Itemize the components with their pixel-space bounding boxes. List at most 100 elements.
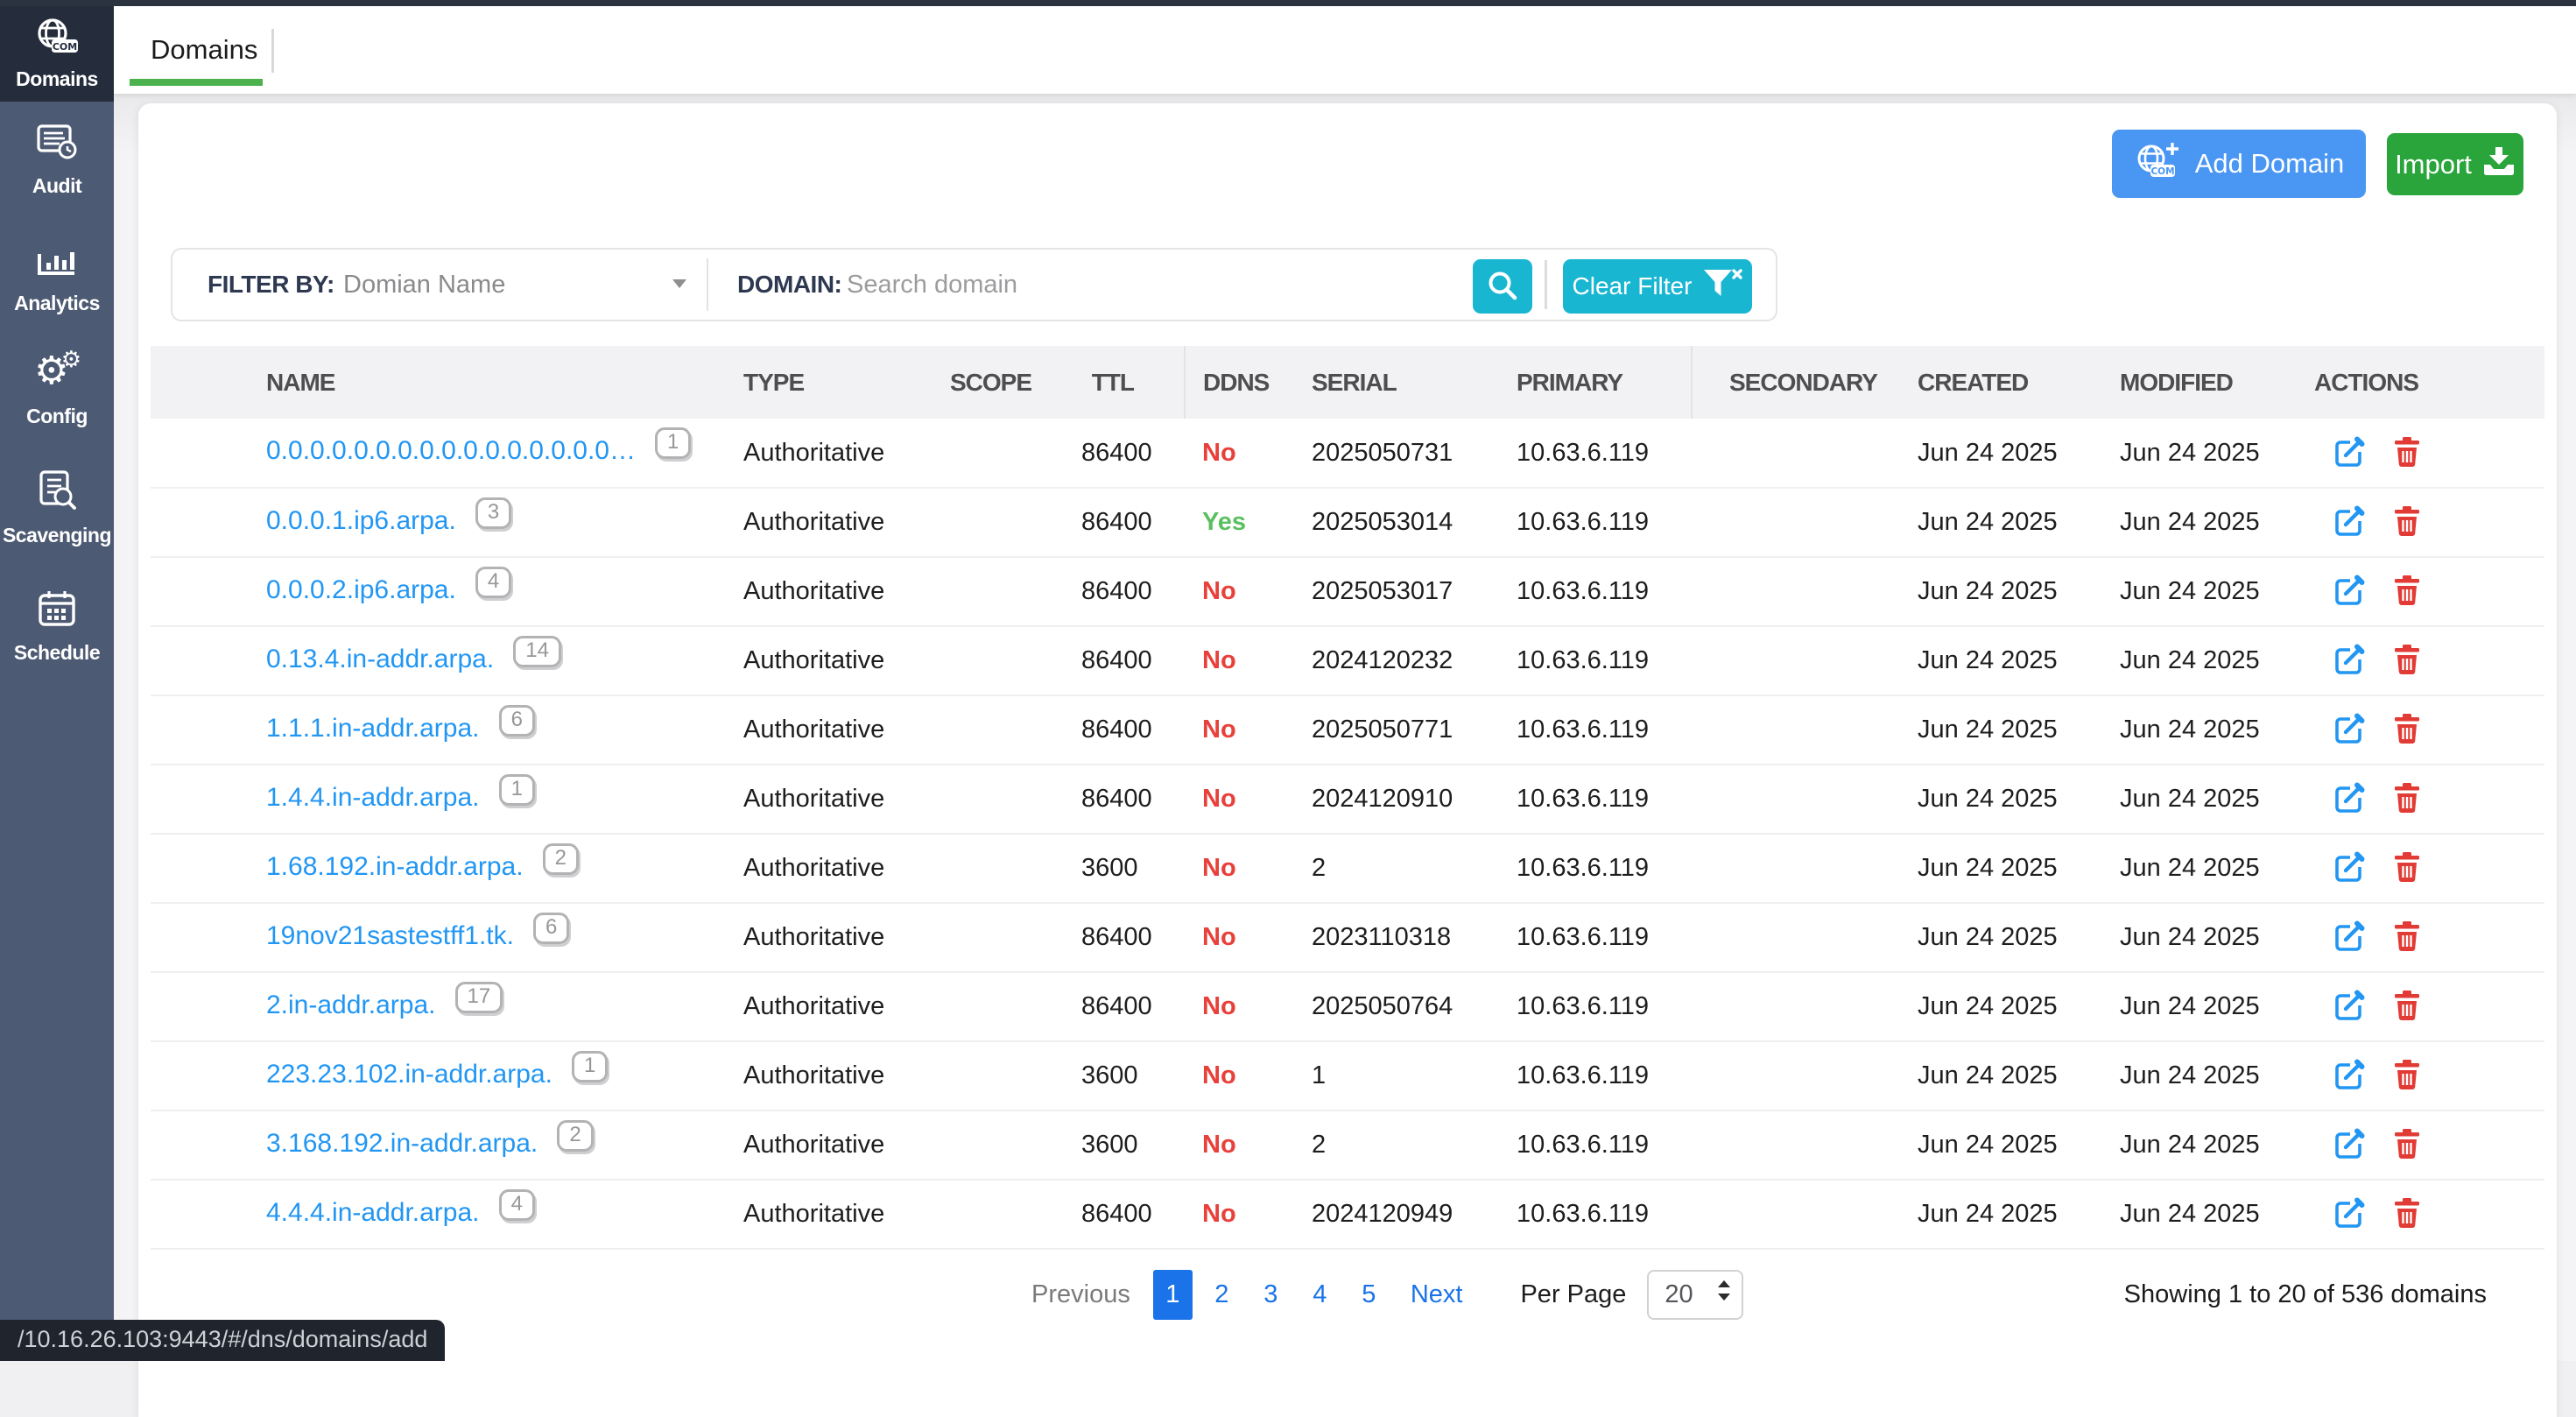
edit-domain-button[interactable] [2333, 575, 2365, 609]
domain-link[interactable]: 0.0.0.0.0.0.0.0.0.0.0.0.0.0.0.0… [266, 436, 636, 465]
trash-icon [2393, 734, 2421, 747]
import-button[interactable]: Import [2387, 133, 2523, 195]
search-input[interactable] [847, 257, 1442, 313]
edit-domain-button[interactable] [2333, 1059, 2365, 1093]
sidebar-item-label: Schedule [14, 641, 100, 665]
edit-icon [2333, 457, 2365, 470]
domain-link[interactable]: 1.1.1.in-addr.arpa. [266, 714, 480, 743]
domain-link[interactable]: 3.168.192.in-addr.arpa. [266, 1129, 538, 1158]
domain-link[interactable]: 4.4.4.in-addr.arpa. [266, 1198, 480, 1227]
delete-domain-button[interactable] [2393, 1128, 2421, 1162]
record-count-badge: 17 [455, 982, 503, 1013]
delete-domain-button[interactable] [2393, 505, 2421, 539]
delete-domain-button[interactable] [2393, 851, 2421, 885]
next-page-link[interactable]: Next [1411, 1280, 1463, 1309]
sidebar-item-domains[interactable]: COM Domains [0, 6, 114, 102]
ttl-cell: 3600 [1081, 1041, 1185, 1110]
page-link-1[interactable]: 1 [1153, 1270, 1193, 1320]
column-header-name: NAME [151, 346, 743, 419]
globe-com-icon: COM [34, 18, 80, 60]
page-link-3[interactable]: 3 [1251, 1270, 1291, 1320]
filter-by-label: FILTER BY: [208, 250, 334, 320]
status-url-tooltip: /10.16.26.103:9443/#/dns/domains/add [0, 1320, 445, 1361]
delete-domain-button[interactable] [2393, 713, 2421, 747]
edit-domain-button[interactable] [2333, 644, 2365, 678]
delete-domain-button[interactable] [2393, 782, 2421, 816]
page-link-4[interactable]: 4 [1300, 1270, 1340, 1320]
modified-cell: Jun 24 2025 [2120, 1180, 2314, 1249]
modified-cell: Jun 24 2025 [2120, 419, 2314, 488]
delete-domain-button[interactable] [2393, 575, 2421, 609]
modified-cell: Jun 24 2025 [2120, 765, 2314, 834]
actions-cell [2314, 1041, 2544, 1110]
domain-link[interactable]: 0.13.4.in-addr.arpa. [266, 645, 494, 673]
trash-icon [2393, 1011, 2421, 1024]
domain-link[interactable]: 223.23.102.in-addr.arpa. [266, 1060, 553, 1089]
modified-cell: Jun 24 2025 [2120, 1041, 2314, 1110]
add-domain-button[interactable]: COM Add Domain [2112, 130, 2366, 198]
previous-page-link[interactable]: Previous [1031, 1280, 1130, 1309]
page-link-2[interactable]: 2 [1202, 1270, 1242, 1320]
edit-domain-button[interactable] [2333, 1128, 2365, 1162]
domain-link[interactable]: 1.4.4.in-addr.arpa. [266, 783, 480, 812]
svg-text:COM: COM [53, 41, 77, 53]
search-button[interactable] [1473, 259, 1532, 314]
domain-link[interactable]: 0.0.0.2.ip6.arpa. [266, 575, 456, 604]
active-tab-underline [130, 79, 263, 86]
delete-domain-button[interactable] [2393, 644, 2421, 678]
primary-cell: 10.63.6.119 [1517, 488, 1692, 557]
modified-cell: Jun 24 2025 [2120, 695, 2314, 765]
record-count-badge: 6 [533, 913, 569, 944]
edit-domain-button[interactable] [2333, 436, 2365, 470]
domain-link[interactable]: 1.68.192.in-addr.arpa. [266, 852, 524, 881]
record-count-badge: 4 [499, 1189, 535, 1221]
sidebar-item-audit[interactable]: Audit [0, 102, 114, 219]
domain-link[interactable]: 19nov21sastestff1.tk. [266, 921, 514, 950]
edit-domain-button[interactable] [2333, 990, 2365, 1024]
table-row: 0.0.0.1.ip6.arpa. 3 Authoritative 86400 … [151, 488, 2544, 557]
page-link-5[interactable]: 5 [1349, 1270, 1389, 1320]
sidebar-item-scavenging[interactable]: Scavenging [0, 449, 114, 568]
domain-link[interactable]: 2.in-addr.arpa. [266, 990, 435, 1019]
delete-domain-button[interactable] [2393, 920, 2421, 955]
created-cell: Jun 24 2025 [1918, 903, 2120, 972]
actions-cell [2314, 834, 2544, 903]
scope-cell [950, 972, 1081, 1041]
created-cell: Jun 24 2025 [1918, 1180, 2120, 1249]
search-icon [1485, 268, 1520, 306]
ttl-cell: 86400 [1081, 419, 1185, 488]
modified-cell: Jun 24 2025 [2120, 557, 2314, 626]
per-page-select[interactable]: 20 [1647, 1270, 1743, 1320]
table-row: 0.0.0.2.ip6.arpa. 4 Authoritative 86400 … [151, 557, 2544, 626]
delete-domain-button[interactable] [2393, 1197, 2421, 1231]
filter-by-dropdown[interactable]: Domian Name [343, 250, 505, 320]
domain-link[interactable]: 0.0.0.1.ip6.arpa. [266, 506, 456, 535]
edit-domain-button[interactable] [2333, 1197, 2365, 1231]
modified-cell: Jun 24 2025 [2120, 834, 2314, 903]
clear-filter-button[interactable]: Clear Filter [1563, 259, 1752, 314]
actions-cell [2314, 419, 2544, 488]
sidebar-item-analytics[interactable]: Analytics [0, 219, 114, 336]
edit-domain-button[interactable] [2333, 851, 2365, 885]
serial-cell: 2024120949 [1312, 1180, 1517, 1249]
record-count-badge: 2 [543, 843, 579, 875]
delete-domain-button[interactable] [2393, 990, 2421, 1024]
sidebar-item-schedule[interactable]: Schedule [0, 568, 114, 686]
secondary-cell [1692, 972, 1918, 1041]
created-cell: Jun 24 2025 [1918, 1041, 2120, 1110]
ddns-cell: No [1185, 419, 1312, 488]
delete-domain-button[interactable] [2393, 436, 2421, 470]
edit-domain-button[interactable] [2333, 505, 2365, 539]
edit-domain-button[interactable] [2333, 713, 2365, 747]
ddns-cell: Yes [1185, 488, 1312, 557]
chevron-down-icon[interactable] [672, 278, 687, 293]
edit-domain-button[interactable] [2333, 920, 2365, 955]
secondary-cell [1692, 1110, 1918, 1180]
edit-domain-button[interactable] [2333, 782, 2365, 816]
per-page-label: Per Page [1520, 1280, 1626, 1309]
sidebar-item-config[interactable]: ⚙⚙ Config [0, 336, 114, 449]
delete-domain-button[interactable] [2393, 1059, 2421, 1093]
serial-cell: 2025050731 [1312, 419, 1517, 488]
